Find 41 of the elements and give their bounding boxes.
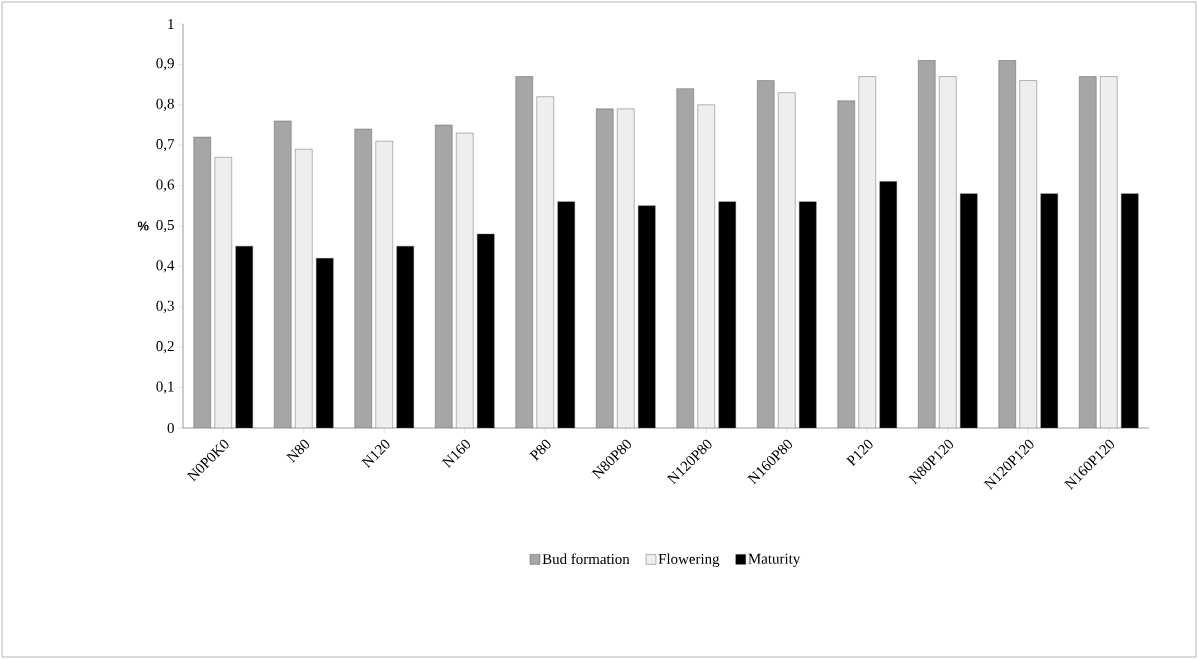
legend-label: Flowering [658,553,720,568]
bar [998,60,1016,428]
y-tick-label: 0,9 [156,58,174,71]
bar [778,92,796,428]
y-tick-label: 0 [167,422,174,434]
bar [375,140,393,428]
bar [697,104,715,428]
y-tick-label: 0,7 [156,139,175,152]
legend-label: Bud formation [542,553,630,565]
y-tick-label: 0,3 [156,300,174,313]
bar [354,128,372,428]
bar [193,136,211,428]
x-tick-label: N80 [285,439,310,463]
bar [617,108,635,428]
bar [536,96,554,428]
bar [939,76,957,428]
bar [596,108,614,428]
y-tick-label: 0,1 [156,381,174,394]
y-tick-label: 0,8 [156,98,174,111]
bar [515,76,533,428]
bar [214,157,232,428]
y-tick-label: 0,2 [156,341,174,354]
bar [1079,76,1097,428]
x-tick-label: P80 [529,439,551,462]
bar [757,80,775,428]
y-tick-label: 0,6 [156,179,175,192]
bar [918,60,936,428]
y-tick-label: 1 [168,19,174,29]
bar [676,88,694,428]
y-tick-label: 0,4 [156,260,175,273]
bar [1100,76,1118,428]
bar [858,76,876,428]
bar [837,100,855,428]
y-axis-title: % [137,221,149,231]
bar [435,124,453,428]
legend-label: Maturity [748,553,801,567]
bar [456,132,474,428]
y-tick-label: 0,5 [156,219,174,233]
bar [1019,80,1037,428]
bar [295,149,313,428]
bar [274,120,292,428]
